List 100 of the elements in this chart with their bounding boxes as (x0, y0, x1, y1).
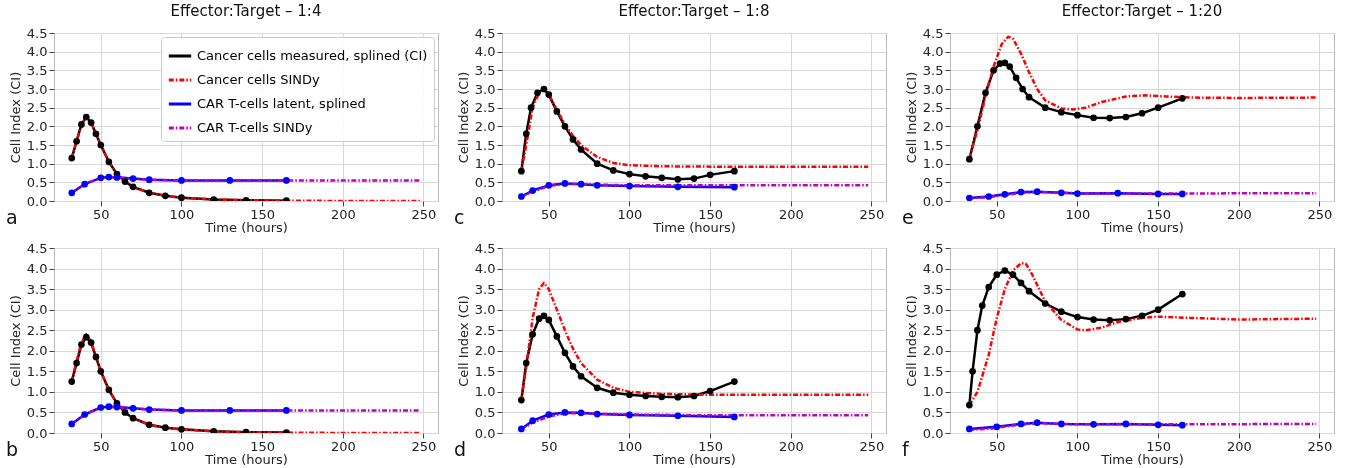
x-tick-label: 150 (250, 438, 276, 454)
y-tick-label: 3.5 (26, 62, 48, 78)
x-tick-label: 200 (330, 438, 356, 454)
y-tick-label: 3.0 (26, 81, 48, 97)
y-tick-label: 1.0 (474, 156, 496, 172)
x-tick-label: 200 (778, 206, 804, 222)
x-tick-label: 150 (1146, 438, 1172, 454)
y-tick-label: 4.5 (26, 25, 48, 41)
legend-label: CAR T-cells latent, splined (197, 96, 366, 111)
x-tick-label: 100 (617, 438, 643, 454)
y-tick-label: 2.0 (474, 343, 496, 359)
y-tick-label: 0.0 (474, 425, 496, 441)
y-tick-label: 2.5 (922, 322, 944, 338)
text: c (454, 206, 465, 228)
x-tick-label: 150 (698, 438, 724, 454)
y-tick-label: 4.0 (26, 44, 48, 60)
y-tick-label: 0.0 (26, 193, 48, 209)
y-tick-label: 2.5 (474, 322, 496, 338)
legend-label: Cancer cells measured, splined (CI) (197, 48, 428, 63)
y-tick-label: 3.0 (474, 81, 496, 97)
x-tick-label: 100 (1065, 438, 1091, 454)
legend-label: CAR T-cells SINDy (197, 120, 313, 135)
y-tick-label: 2.0 (922, 118, 944, 134)
y-tick-label: 4.5 (474, 25, 496, 41)
y-tick-label: 4.5 (474, 240, 496, 256)
y-tick-label: 0.0 (474, 193, 496, 209)
y-tick-label: 2.0 (26, 118, 48, 134)
text: b (6, 438, 19, 460)
y-tick-label: 2.0 (474, 118, 496, 134)
y-tick-label: 1.5 (922, 137, 944, 153)
x-tick-label: 100 (169, 206, 195, 222)
y-tick-label: 3.0 (922, 81, 944, 97)
x-tick-label: 200 (1226, 438, 1252, 454)
y-tick-label: 1.0 (26, 156, 48, 172)
x-axis-title: Time (hours) (652, 451, 736, 467)
text: f (902, 438, 910, 460)
y-tick-label: 1.0 (474, 384, 496, 400)
y-tick-label: 3.0 (26, 302, 48, 318)
y-tick-label: 4.0 (474, 44, 496, 60)
y-tick-label: 0.5 (26, 404, 48, 420)
chart-title: Effector:Target – 1:8 (618, 2, 770, 20)
y-axis-title: Cell Index (CI) (455, 71, 471, 164)
y-tick-label: 0.5 (922, 404, 944, 420)
y-tick-label: 2.0 (922, 343, 944, 359)
y-axis-title: Cell Index (CI) (455, 295, 471, 387)
y-tick-label: 4.0 (474, 261, 496, 277)
x-tick-label: 200 (1226, 206, 1252, 222)
x-tick-label: 100 (169, 438, 195, 454)
chart-title: Effector:Target – 1:4 (170, 2, 322, 20)
y-tick-label: 1.5 (474, 363, 496, 379)
y-tick-label: 4.5 (922, 240, 944, 256)
y-tick-label: 1.5 (26, 137, 48, 153)
y-axis-title: Cell Index (CI) (7, 71, 23, 164)
y-tick-label: 3.0 (922, 302, 944, 318)
y-tick-label: 3.5 (474, 62, 496, 78)
y-tick-label: 0.0 (922, 193, 944, 209)
x-axis-title: Time (hours) (204, 451, 288, 467)
x-tick-label: 150 (698, 206, 724, 222)
y-tick-label: 1.0 (922, 384, 944, 400)
y-tick-label: 2.5 (26, 100, 48, 116)
y-tick-label: 2.5 (474, 100, 496, 116)
y-tick-label: 0.5 (26, 174, 48, 190)
y-tick-label: 4.0 (922, 261, 944, 277)
text: e (902, 206, 914, 228)
y-tick-label: 0.5 (922, 174, 944, 190)
x-tick-label: 250 (859, 438, 885, 454)
x-tick-label: 250 (1307, 438, 1333, 454)
x-tick-label: 100 (617, 206, 643, 222)
y-tick-label: 3.5 (474, 281, 496, 297)
y-axis-title: Cell Index (CI) (7, 295, 23, 387)
y-tick-label: 0.5 (474, 174, 496, 190)
x-axis-title: Time (hours) (1100, 451, 1184, 467)
x-tick-label: 50 (93, 206, 110, 222)
y-tick-label: 4.5 (26, 240, 48, 256)
x-tick-label: 250 (859, 206, 885, 222)
x-tick-label: 50 (541, 206, 558, 222)
y-tick-label: 4.0 (922, 44, 944, 60)
x-axis-title: Time (hours) (204, 219, 288, 235)
x-tick-label: 100 (1065, 206, 1091, 222)
y-axis-title: Cell Index (CI) (903, 295, 919, 387)
y-tick-label: 2.5 (26, 322, 48, 338)
y-tick-label: 1.5 (474, 137, 496, 153)
y-tick-label: 4.5 (922, 25, 944, 41)
x-tick-label: 50 (989, 206, 1006, 222)
text: a (6, 206, 18, 228)
y-tick-label: 0.5 (474, 404, 496, 420)
y-axis-title: Cell Index (CI) (903, 71, 919, 164)
y-tick-label: 3.5 (26, 281, 48, 297)
x-tick-label: 200 (778, 438, 804, 454)
x-tick-label: 250 (411, 438, 437, 454)
y-tick-label: 1.0 (26, 384, 48, 400)
x-tick-label: 250 (411, 206, 437, 222)
y-tick-label: 1.0 (922, 156, 944, 172)
y-tick-label: 3.5 (922, 281, 944, 297)
chart-title: Effector:Target – 1:20 (1061, 2, 1223, 20)
x-tick-label: 50 (93, 438, 110, 454)
x-tick-label: 150 (250, 206, 276, 222)
y-tick-label: 1.5 (922, 363, 944, 379)
y-tick-label: 0.0 (26, 425, 48, 441)
y-tick-label: 1.5 (26, 363, 48, 379)
